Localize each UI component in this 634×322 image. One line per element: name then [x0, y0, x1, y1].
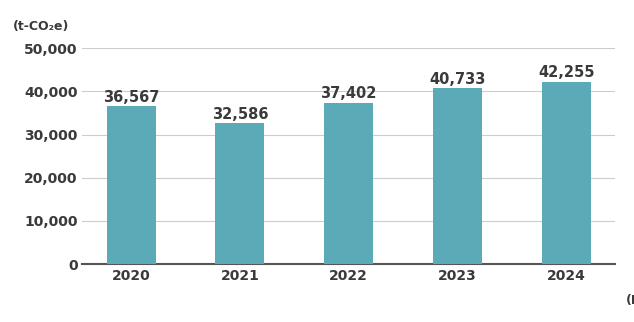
Text: 42,255: 42,255 — [538, 65, 595, 80]
Bar — [542, 82, 591, 264]
Bar — [107, 106, 155, 264]
Bar — [324, 103, 373, 264]
Text: 40,733: 40,733 — [429, 71, 486, 87]
Bar — [433, 88, 482, 264]
Text: (FY): (FY) — [626, 294, 634, 307]
Text: 32,586: 32,586 — [212, 107, 268, 122]
Bar — [216, 123, 264, 264]
Text: 36,567: 36,567 — [103, 90, 159, 105]
Text: (t-CO₂e): (t-CO₂e) — [13, 20, 70, 33]
Text: 37,402: 37,402 — [321, 86, 377, 101]
